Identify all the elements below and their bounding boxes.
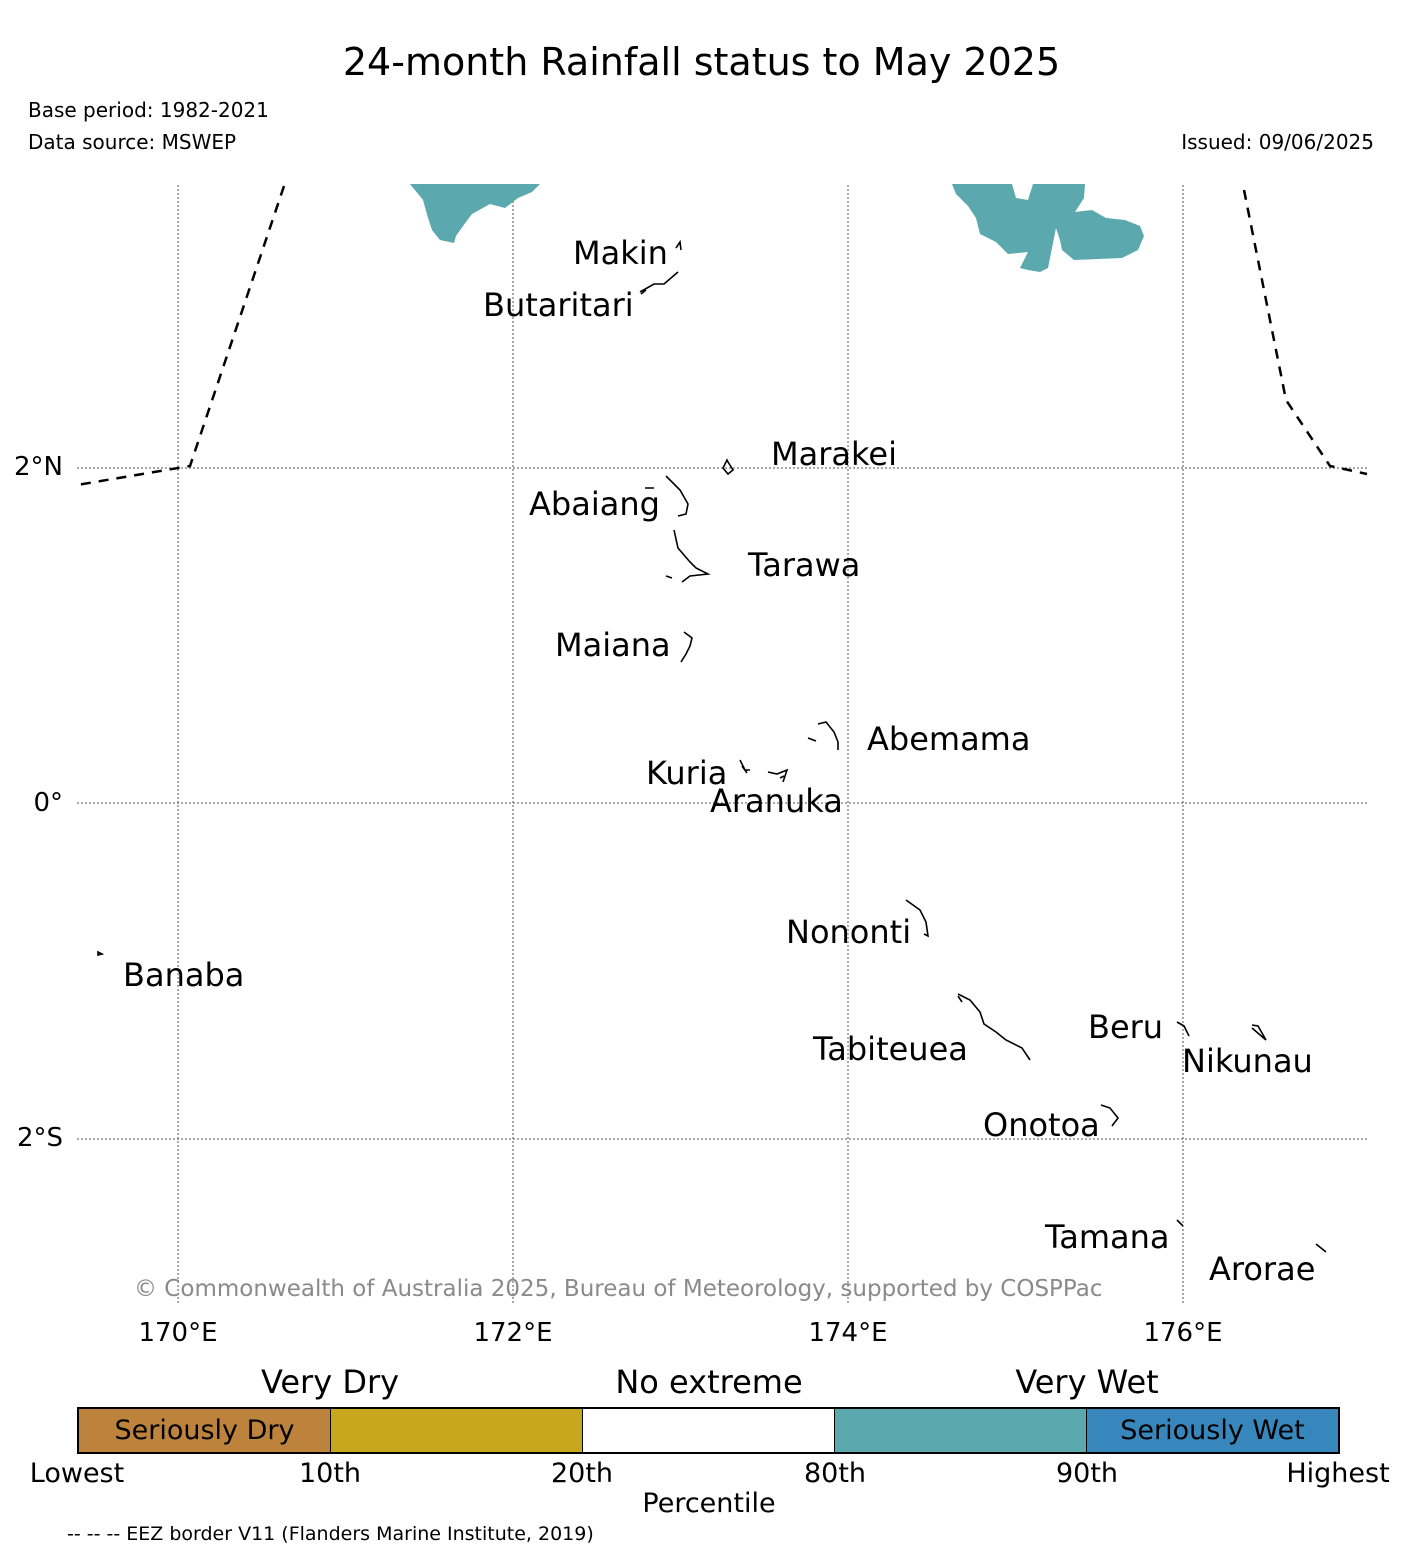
island-onotoa-shape [1100,1104,1120,1127]
legend-tick-20th: 20th [550,1458,614,1489]
island-label-onotoa: Onotoa [983,1106,1100,1144]
island-label-marakei: Marakei [771,435,897,473]
island-banaba-shape [97,950,105,957]
base-period: Base period: 1982-2021 [28,98,269,122]
lat-label-2n: 2°N [14,452,63,482]
lon-label-176e: 176°E [1143,1318,1223,1348]
island-marakei-shape [722,458,735,476]
legend-tick-lowest: Lowest [29,1458,125,1489]
island-tabiteuea-shape [957,993,1031,1061]
legend-tick-80th: 80th [803,1458,867,1489]
lon-label-174e: 174°E [808,1318,888,1348]
island-label-butaritari: Butaritari [483,286,634,324]
island-label-banaba: Banaba [123,956,245,994]
eez-footnote: -- -- -- EEZ border V11 (Flanders Marine… [67,1523,594,1545]
very-wet-area-east [952,184,1144,272]
legend-tick-highest: Highest [1286,1458,1390,1489]
island-label-beru: Beru [1088,1008,1164,1046]
copyright-notice: © Commonwealth of Australia 2025, Bureau… [134,1276,1103,1302]
island-label-abaiang: Abaiang [529,485,660,523]
island-maiana-shape [680,631,693,663]
island-tarawa-shape [665,529,711,583]
island-nikunau-shape [1251,1024,1267,1041]
island-makin-shape [675,239,682,251]
legend-segment-very-wet [835,1409,1087,1452]
eez-border [76,185,1368,487]
lat-label-0: 0° [33,788,63,818]
graticule [77,185,1367,1305]
legend-category-no-extreme: No extreme [615,1363,803,1401]
island-label-kuria: Kuria [646,754,728,792]
very-wet-area-west [410,184,540,243]
island-label-arorae: Arorae [1209,1250,1316,1288]
map-title: 24-month Rainfall status to May 2025 [342,40,1061,84]
legend-segment-very-dry [331,1409,583,1452]
island-label-tabiteuea: Tabiteuea [813,1030,968,1068]
island-abemama-shape [807,721,839,750]
legend-category-very-wet: Very Wet [1015,1363,1159,1401]
data-source: Data source: MSWEP [28,130,237,154]
issued-date: Issued: 09/06/2025 [1181,130,1374,154]
island-label-maiana: Maiana [555,626,671,664]
island-beru-shape [1176,1021,1190,1037]
island-label-aranuka: Aranuka [710,782,843,820]
lon-label-170e: 170°E [138,1318,218,1348]
island-label-tamana: Tamana [1045,1218,1170,1256]
island-label-makin: Makin [573,234,668,272]
legend-colorbar: Seriously Dry Seriously Wet [77,1407,1340,1454]
island-arorae-shape [1315,1243,1327,1253]
legend-segment-no-extreme [583,1409,835,1452]
legend-segment-seriously-wet: Seriously Wet [1087,1409,1338,1452]
legend-axis-label: Percentile [642,1488,776,1519]
legend-segment-seriously-dry: Seriously Dry [79,1409,331,1452]
island-abaiang-shape [645,475,689,517]
lon-label-172e: 172°E [473,1318,553,1348]
island-label-abemama: Abemama [867,720,1031,758]
island-label-nononti: Nononti [786,913,912,951]
island-kuria-shape [739,759,750,774]
legend-tick-90th: 90th [1055,1458,1119,1489]
lat-label-2s: 2°S [16,1123,63,1153]
island-tamana-shape [1176,1219,1184,1227]
island-butaritari-shape [639,271,679,295]
island-aranuka-shape [767,768,789,783]
legend-tick-10th: 10th [298,1458,362,1489]
island-label-tarawa: Tarawa [748,546,861,584]
legend-category-very-dry: Very Dry [260,1363,400,1401]
island-label-nikunau: Nikunau [1182,1042,1313,1080]
island-nononti-shape [905,899,930,938]
